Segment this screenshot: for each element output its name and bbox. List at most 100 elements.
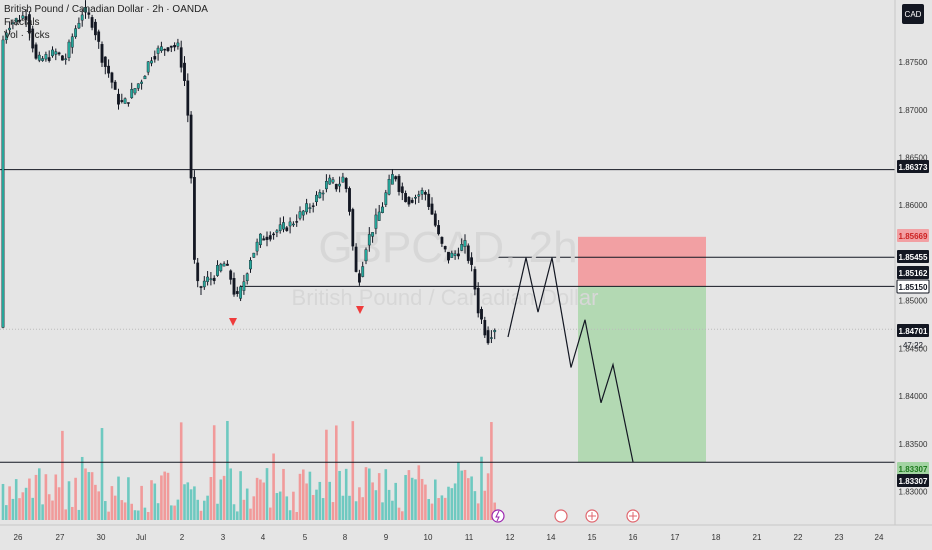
candle-body [4, 32, 8, 41]
candle-body [44, 54, 48, 60]
volume-bar [430, 503, 434, 520]
candle-body [417, 194, 421, 197]
candle-body [107, 65, 111, 74]
volume-bar [292, 491, 295, 520]
volume-bar [163, 471, 166, 520]
time-axis-tick: Jul [136, 533, 146, 542]
volume-bar [275, 493, 279, 520]
candle-body [381, 206, 384, 213]
volume-bar [381, 502, 384, 520]
candle-body [126, 102, 130, 104]
candle-body [74, 28, 78, 37]
candle-body [490, 337, 493, 339]
candle-body [424, 192, 427, 195]
candle-body [262, 238, 266, 241]
currency-button[interactable]: CAD [902, 4, 924, 24]
volume-bar [311, 494, 315, 520]
volume-bar [460, 470, 463, 520]
price-label-box [897, 266, 929, 279]
volume-bar [473, 491, 477, 520]
take-profit-zone [578, 286, 706, 463]
volume-bar [179, 422, 183, 520]
candle-body [259, 233, 262, 246]
time-axis-tick: 23 [835, 533, 844, 542]
volume-bar [331, 502, 335, 520]
candle-body [410, 199, 414, 203]
time-axis-tick: 22 [794, 533, 803, 542]
candle-body [268, 235, 272, 240]
time-axis-tick: 11 [465, 533, 474, 542]
volume-bar [104, 501, 107, 520]
price-axis-tick: 1.83500 [899, 440, 928, 449]
volume-bar [463, 469, 467, 520]
volume-bar [186, 482, 190, 520]
volume-bar [14, 479, 18, 520]
volume-bar [262, 482, 265, 520]
candle-body [87, 12, 91, 15]
volume-bar [417, 465, 421, 520]
candle-body [84, 7, 87, 13]
volume-bar [140, 485, 143, 520]
volume-bar [374, 490, 378, 520]
candle-body [80, 14, 84, 21]
volume-bar [176, 499, 180, 520]
candle-body [473, 269, 477, 290]
time-axis-tick: 16 [629, 533, 638, 542]
volume-bar [335, 425, 338, 520]
candle-body [54, 51, 58, 55]
candle-body [173, 45, 176, 48]
candle-body [295, 221, 299, 223]
time-axis-tick: 9 [384, 533, 389, 542]
volume-bar [288, 510, 292, 520]
volume-bar [133, 510, 137, 520]
candle-body [433, 213, 437, 226]
volume-bar [325, 429, 328, 520]
volume-bar [434, 479, 437, 520]
price-label-text: 1.85162 [899, 269, 928, 278]
volume-bar [84, 468, 87, 520]
volume-bar [338, 470, 341, 520]
time-axis-tick: 24 [875, 533, 884, 542]
candle-body [427, 193, 431, 207]
volume-bar [130, 503, 133, 520]
volume-bar [97, 491, 100, 520]
price-axis-tick: 1.86500 [899, 154, 928, 163]
volume-bar [94, 484, 97, 520]
price-axis-tick: 1.87000 [899, 106, 928, 115]
volume-bar [232, 504, 236, 520]
volume-bar [183, 484, 186, 520]
price-axis-tick: 1.84000 [899, 392, 928, 401]
candle-body [90, 17, 94, 28]
volume-bar [18, 498, 21, 520]
price-axis-tick: 1.85000 [899, 297, 928, 306]
volume-bar [222, 475, 226, 520]
volume-bar [216, 503, 219, 520]
price-axis-tick: 1.84500 [899, 344, 928, 353]
volume-bar [420, 478, 424, 520]
candle-body [453, 253, 457, 256]
volume-bar [354, 501, 358, 520]
candle-body [466, 245, 470, 261]
candle-body [196, 262, 200, 282]
volume-bar [24, 487, 28, 520]
price-label-box [897, 462, 929, 475]
volume-bar [206, 495, 209, 520]
candle-body [235, 291, 239, 294]
volume-bar [483, 490, 487, 520]
time-axis-tick: 30 [97, 533, 106, 542]
volume-bar [265, 468, 269, 520]
fractal-down-icon [356, 306, 364, 314]
volume-bar [21, 492, 25, 520]
watermark-symbol: GBPCAD, 2h [318, 223, 577, 272]
volume-bar [203, 500, 206, 520]
candle-body [113, 81, 117, 90]
candle-body [93, 21, 97, 36]
candle-body [169, 45, 173, 48]
volume-bar [150, 480, 153, 520]
volume-bar [11, 498, 15, 520]
volume-bar [170, 505, 173, 520]
candle-body [394, 176, 398, 180]
price-label-box [897, 324, 929, 337]
candle-body [209, 278, 213, 281]
